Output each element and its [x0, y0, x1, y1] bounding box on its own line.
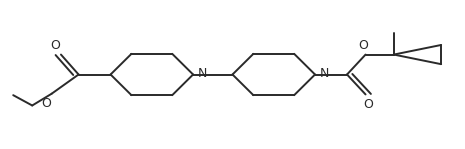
Text: O: O: [41, 97, 51, 110]
Text: O: O: [51, 39, 60, 52]
Text: N: N: [198, 67, 207, 80]
Text: O: O: [359, 39, 368, 52]
Text: O: O: [363, 98, 373, 111]
Text: N: N: [319, 67, 329, 80]
